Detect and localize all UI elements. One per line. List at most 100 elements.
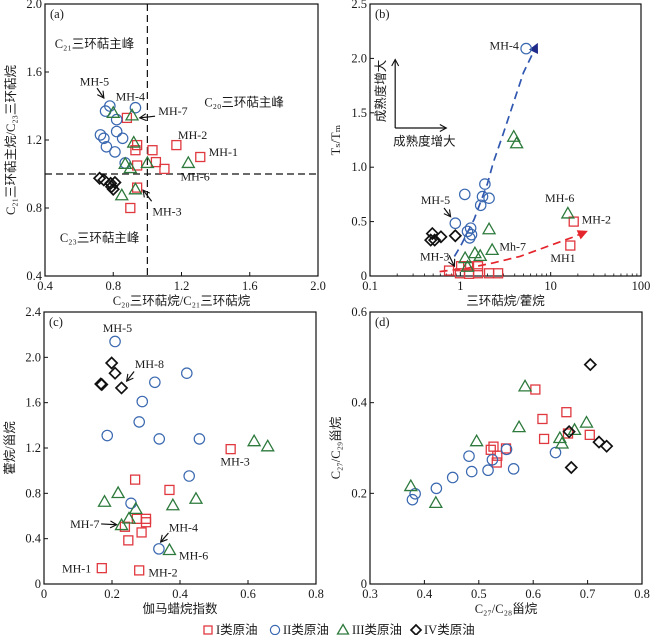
- point-type-i-oil: [131, 513, 142, 524]
- region-label: C₂₁三环萜主峰: [55, 37, 135, 51]
- annotation-arrow: [125, 371, 135, 383]
- legend-item-type-iv-oil: IV类原油: [409, 623, 475, 635]
- point-type-ii-oil: [482, 464, 494, 477]
- point-type-iii-oil: [458, 250, 473, 264]
- point-type-ii-oil: [149, 376, 161, 389]
- point-type-iv-oil: [95, 377, 109, 392]
- point-type-iv-oil: [108, 366, 122, 380]
- panel-label: (d): [375, 315, 390, 329]
- y-tick-label: 1.5: [351, 106, 367, 120]
- legend-item-type-iii-oil: III类原油: [336, 623, 402, 635]
- y-tick-label: 1.2: [25, 441, 41, 455]
- point-type-ii-oil: [476, 190, 489, 203]
- maturity-label: 成熟度增大: [393, 134, 456, 149]
- annotation-arrow: [142, 189, 153, 202]
- legend-label: II类原油: [283, 623, 329, 635]
- point-type-ii-oil: [507, 463, 520, 475]
- series-type-iv-oil: [562, 357, 614, 475]
- point-type-i-oil: [472, 261, 484, 272]
- point-type-iii-oil: [162, 542, 177, 556]
- point-type-i-oil: [485, 444, 496, 455]
- point-type-i-oil: [147, 145, 158, 156]
- point-type-iv-oil: [425, 226, 440, 241]
- series-type-ii-oil: [94, 100, 142, 169]
- x-tick-label: 0.3: [362, 587, 378, 601]
- x-tick-label: 0.4: [37, 279, 53, 293]
- point-type-i-oil: [134, 565, 145, 576]
- point-type-ii-oil: [109, 146, 121, 158]
- point-type-iv-oil: [106, 182, 120, 197]
- point-type-iv-oil: [434, 230, 448, 244]
- point-type-ii-oil: [129, 101, 142, 114]
- sample-label: MH-4: [116, 90, 145, 104]
- point-type-ii-oil: [463, 232, 476, 244]
- point-type-ii-oil: [461, 225, 474, 238]
- y-axis-title: Tₛ/Tₘ: [329, 124, 343, 155]
- sample-label: MH-3: [220, 455, 249, 469]
- y-tick-label: 0.5: [351, 215, 367, 229]
- region-label: C₂₃三环萜主峰: [60, 231, 140, 245]
- point-type-iii-oil: [123, 160, 138, 174]
- x-tick-label: 0.8: [105, 279, 121, 293]
- point-type-ii-oil: [463, 450, 475, 462]
- y-tick-label: 0.4: [351, 396, 367, 410]
- series-type-i-oil: [121, 112, 206, 214]
- point-type-i-oil: [225, 443, 236, 455]
- point-type-iii-oil: [554, 436, 570, 449]
- point-type-iii-oil: [181, 155, 196, 169]
- point-type-ii-oil: [183, 470, 195, 482]
- point-type-iii-oil: [126, 135, 141, 148]
- annotation-arrow: [443, 207, 452, 218]
- point-type-iv-oil: [97, 173, 111, 187]
- point-type-iii-oil: [124, 108, 140, 121]
- point-type-ii-oil: [486, 453, 499, 466]
- sample-label: MH-2: [178, 128, 207, 142]
- series-type-i-oil: [443, 216, 579, 279]
- sample-label: MH-6: [179, 549, 208, 563]
- point-type-ii-oil: [133, 416, 145, 428]
- point-type-ii-oil: [449, 217, 462, 230]
- trend-line: [439, 231, 585, 273]
- panel-c: 0 0.2 0.4 0.6 0.8 0 0.4 0.8 1.2 1.6 2.0 2.4 伽马蜡烷指数 藿烷…: [3, 305, 324, 616]
- point-type-iv-oil: [424, 233, 438, 247]
- x-tick-label: 0.5: [471, 587, 487, 601]
- panel-label: (a): [50, 7, 64, 21]
- x-tick-label: 0.4: [417, 587, 433, 601]
- x-tick-label: 1.6: [242, 279, 258, 293]
- sample-label: MH1: [550, 251, 575, 265]
- point-type-i-oil: [159, 163, 170, 175]
- plot-frame: [43, 311, 317, 585]
- point-type-i-oil: [123, 535, 134, 546]
- point-type-i-oil: [530, 384, 541, 395]
- trend-arrowhead: [528, 42, 538, 55]
- sample-label: MH-6: [180, 170, 209, 184]
- point-type-i-oil: [121, 112, 133, 124]
- point-type-iii-oil: [110, 485, 126, 499]
- point-type-iii-oil: [485, 242, 500, 256]
- y-axis-title: 藿烷/甾烷: [3, 421, 17, 475]
- point-type-iv-oil: [564, 460, 578, 475]
- legend-item-type-ii-oil: II类原油: [269, 623, 329, 635]
- point-type-iii-oil: [481, 221, 497, 235]
- series-type-ii-oil: [406, 443, 562, 506]
- x-tick-label: 0.6: [525, 587, 541, 601]
- series-type-i-oil: [485, 384, 595, 468]
- trend-line: [453, 46, 537, 257]
- point-type-iii-oil: [469, 433, 484, 447]
- point-type-ii-oil: [109, 335, 121, 348]
- point-type-iii-oil: [114, 517, 129, 531]
- sample-label: MH-8: [135, 357, 164, 371]
- point-type-iii-oil: [428, 495, 443, 509]
- y-tick-label: 0.2: [351, 486, 367, 500]
- point-type-ii-oil: [100, 141, 113, 153]
- point-type-ii-oil: [500, 443, 513, 456]
- point-type-i-oil: [195, 151, 206, 163]
- point-type-i-oil: [565, 240, 576, 251]
- point-type-iv-oil: [92, 171, 107, 185]
- point-type-ii-oil: [479, 178, 491, 190]
- point-type-iii-oil: [579, 415, 594, 428]
- panel-a: 0.4 0.8 1.2 1.6 2.0 0.4 0.8 1.2 1.6 2.0 C₂₀三环萜烷/C₂…: [4, 0, 326, 308]
- y-tick-label: 1.6: [26, 65, 42, 79]
- annotation-arrow: [138, 113, 156, 122]
